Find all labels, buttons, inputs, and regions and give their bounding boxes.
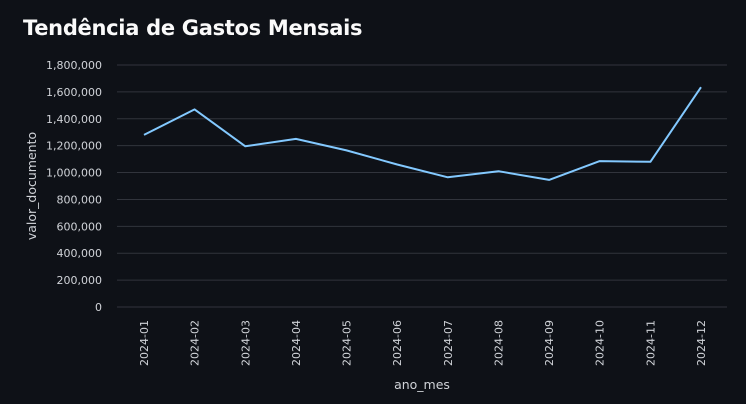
data-point[interactable] (139, 130, 149, 140)
x-tick-label: 2024-02 (189, 320, 202, 366)
page-title: Tendência de Gastos Mensais (23, 16, 363, 40)
x-tick-label: 2024-08 (492, 320, 505, 366)
x-tick-label: 2024-12 (695, 320, 708, 366)
data-point[interactable] (392, 159, 402, 169)
y-tick-label: 1,000,000 (46, 167, 102, 180)
y-tick-label: 1,600,000 (46, 86, 102, 99)
y-axis-title: valor_documento (24, 132, 39, 240)
data-point[interactable] (443, 172, 453, 182)
y-tick-label: 1,400,000 (46, 113, 102, 126)
x-tick-label: 2024-06 (391, 320, 404, 366)
y-tick-label: 0 (95, 301, 102, 314)
y-tick-label: 400,000 (57, 247, 103, 260)
x-tick-label: 2024-09 (543, 320, 556, 366)
data-point[interactable] (342, 145, 352, 155)
data-point[interactable] (493, 166, 503, 176)
y-tick-label: 1,800,000 (46, 59, 102, 72)
data-point[interactable] (190, 104, 200, 114)
series-layer (139, 82, 706, 185)
y-tick-label: 800,000 (57, 193, 103, 206)
y-tick-label: 200,000 (57, 274, 103, 287)
data-point[interactable] (291, 134, 301, 144)
x-tick-label: 2024-07 (442, 320, 455, 366)
x-tick-label: 2024-03 (239, 320, 252, 366)
data-point[interactable] (696, 82, 706, 92)
x-axis-ticks: 2024-01 2024-02 2024-03 2024-04 2024-05 2024-… (138, 320, 708, 366)
x-tick-label: 2024-01 (138, 320, 151, 366)
x-tick-label: 2024-05 (341, 320, 354, 366)
data-point[interactable] (645, 157, 655, 167)
x-tick-label: 2024-10 (594, 320, 607, 366)
series-line[interactable] (143, 86, 702, 181)
y-tick-label: 1,200,000 (46, 140, 102, 153)
data-point[interactable] (544, 175, 554, 185)
x-tick-label: 2024-04 (290, 320, 303, 366)
data-point[interactable] (595, 156, 605, 166)
data-point[interactable] (240, 141, 250, 151)
x-tick-label: 2024-11 (644, 320, 657, 366)
y-axis-ticks: 0 200,000 400,000 600,000 800,000 1,000,000 1,… (46, 59, 102, 314)
y-tick-label: 600,000 (57, 220, 103, 233)
x-axis-title: ano_mes (394, 377, 450, 392)
gridlines (117, 64, 727, 308)
